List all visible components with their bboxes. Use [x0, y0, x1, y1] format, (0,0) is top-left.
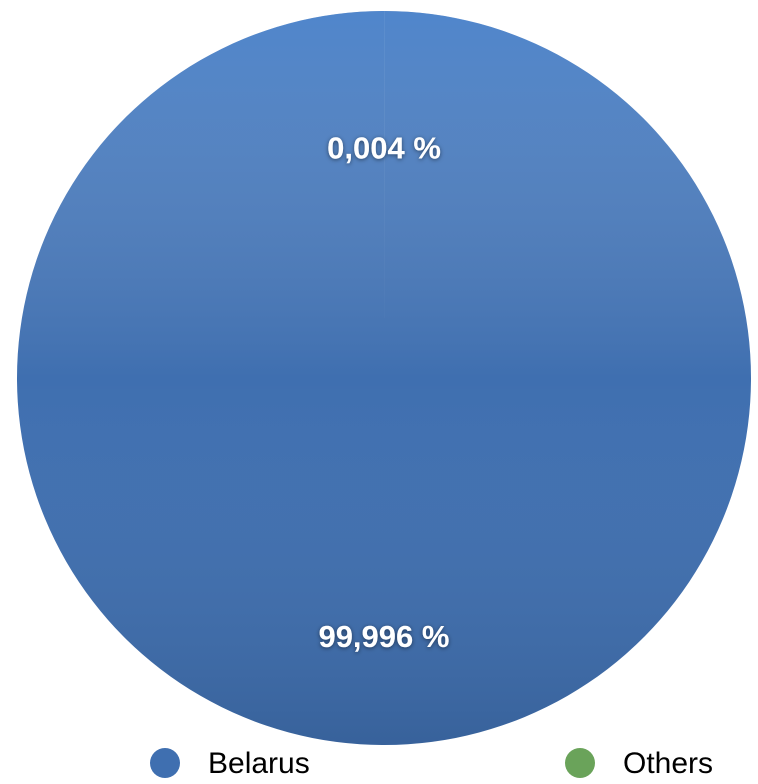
legend-swatch — [150, 748, 180, 778]
legend-swatch — [565, 748, 595, 778]
legend-label: Belarus — [208, 747, 310, 780]
labels: 0,004 % 99,996 % — [318, 131, 449, 654]
legend-label: Others — [623, 747, 713, 780]
value-label: 99,996 % — [318, 619, 449, 654]
pie-shine — [17, 11, 751, 745]
legend: Belarus Others — [150, 747, 713, 780]
value-label: 0,004 % — [327, 131, 441, 166]
